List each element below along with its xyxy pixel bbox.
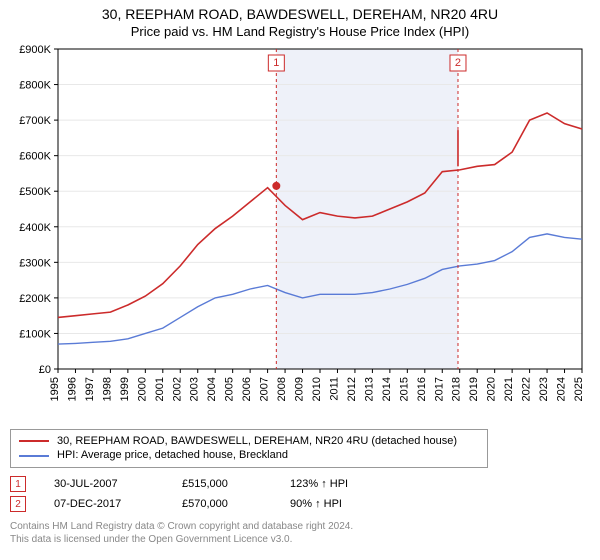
svg-text:2016: 2016 <box>416 377 428 401</box>
svg-text:2013: 2013 <box>363 377 375 401</box>
svg-text:1999: 1999 <box>119 377 131 401</box>
legend-swatch <box>19 440 49 442</box>
legend-row: 30, REEPHAM ROAD, BAWDESWELL, DEREHAM, N… <box>19 434 479 449</box>
svg-text:2024: 2024 <box>556 377 568 401</box>
svg-text:2020: 2020 <box>486 377 498 401</box>
svg-text:2010: 2010 <box>311 377 323 401</box>
svg-text:2015: 2015 <box>398 377 410 401</box>
svg-text:2022: 2022 <box>521 377 533 401</box>
svg-text:£800K: £800K <box>19 79 51 91</box>
sale-event: 1 30-JUL-2007 £515,000 123% ↑ HPI <box>10 474 590 494</box>
svg-text:2007: 2007 <box>259 377 271 401</box>
legend: 30, REEPHAM ROAD, BAWDESWELL, DEREHAM, N… <box>10 429 488 469</box>
svg-text:£100K: £100K <box>19 328 51 340</box>
svg-text:2009: 2009 <box>294 377 306 401</box>
svg-text:2008: 2008 <box>276 377 288 401</box>
svg-text:£200K: £200K <box>19 292 51 304</box>
svg-text:1996: 1996 <box>66 377 78 401</box>
legend-label: HPI: Average price, detached house, Brec… <box>57 448 288 463</box>
svg-text:2003: 2003 <box>189 377 201 401</box>
svg-text:2000: 2000 <box>136 377 148 401</box>
svg-text:2023: 2023 <box>538 377 550 401</box>
sale-events: 1 30-JUL-2007 £515,000 123% ↑ HPI 2 07-D… <box>10 474 590 514</box>
svg-text:£900K: £900K <box>19 44 51 56</box>
svg-text:1997: 1997 <box>84 377 96 401</box>
sale-event: 2 07-DEC-2017 £570,000 90% ↑ HPI <box>10 494 590 514</box>
footnote-line: Contains HM Land Registry data © Crown c… <box>10 521 353 532</box>
svg-text:1998: 1998 <box>101 377 113 401</box>
svg-text:2006: 2006 <box>241 377 253 401</box>
event-price: £515,000 <box>182 478 262 490</box>
svg-text:2: 2 <box>455 56 461 68</box>
legend-swatch <box>19 455 49 457</box>
legend-row: HPI: Average price, detached house, Brec… <box>19 448 479 463</box>
svg-text:£0: £0 <box>39 364 51 376</box>
svg-text:1995: 1995 <box>49 377 61 401</box>
event-date: 30-JUL-2007 <box>54 478 154 490</box>
svg-text:2011: 2011 <box>328 377 340 401</box>
svg-text:£600K: £600K <box>19 150 51 162</box>
event-date: 07-DEC-2017 <box>54 498 154 510</box>
svg-text:2012: 2012 <box>346 377 358 401</box>
svg-text:2001: 2001 <box>154 377 166 401</box>
svg-text:2018: 2018 <box>451 377 463 401</box>
svg-text:1: 1 <box>273 56 279 68</box>
page-title: 30, REEPHAM ROAD, BAWDESWELL, DEREHAM, N… <box>10 6 590 24</box>
svg-text:2017: 2017 <box>433 377 445 401</box>
svg-text:2014: 2014 <box>381 377 393 401</box>
price-chart: £0 £100K £200K £300K £400K £500K £600K £700K £80… <box>10 43 590 425</box>
svg-text:£300K: £300K <box>19 257 51 269</box>
svg-text:2021: 2021 <box>503 376 515 400</box>
svg-text:£500K: £500K <box>19 186 51 198</box>
event-delta: 123% ↑ HPI <box>290 478 348 490</box>
svg-text:2019: 2019 <box>468 377 480 401</box>
page-subtitle: Price paid vs. HM Land Registry's House … <box>10 24 590 39</box>
event-price: £570,000 <box>182 498 262 510</box>
svg-text:2025: 2025 <box>573 377 585 401</box>
legend-label: 30, REEPHAM ROAD, BAWDESWELL, DEREHAM, N… <box>57 434 457 449</box>
footnote-line: This data is licensed under the Open Gov… <box>10 534 292 545</box>
event-delta: 90% ↑ HPI <box>290 498 342 510</box>
svg-text:2005: 2005 <box>224 377 236 401</box>
svg-text:£400K: £400K <box>19 221 51 233</box>
svg-text:2004: 2004 <box>206 377 218 401</box>
event-marker-icon: 1 <box>10 476 26 492</box>
event-marker-icon: 2 <box>10 496 26 512</box>
svg-text:2002: 2002 <box>171 377 183 401</box>
footnote: Contains HM Land Registry data © Crown c… <box>10 520 590 546</box>
svg-text:£700K: £700K <box>19 115 51 127</box>
